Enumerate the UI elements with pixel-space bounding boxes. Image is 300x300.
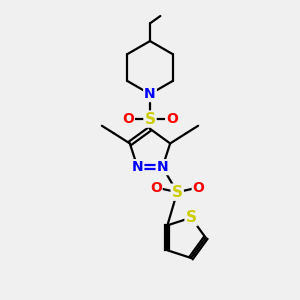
Text: S: S (172, 185, 183, 200)
Text: S: S (145, 112, 155, 127)
Text: O: O (150, 181, 162, 195)
Text: O: O (122, 112, 134, 126)
Text: N: N (157, 160, 168, 174)
Text: O: O (166, 112, 178, 126)
Text: O: O (193, 181, 205, 195)
Text: N: N (144, 87, 156, 101)
Text: S: S (186, 210, 196, 225)
Text: N: N (132, 160, 143, 174)
